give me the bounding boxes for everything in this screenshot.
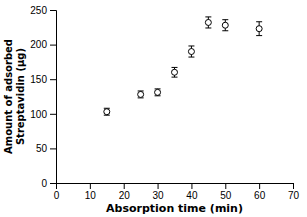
tick-mark	[293, 183, 294, 189]
error-bar-cap	[205, 27, 211, 28]
error-bar-cap	[222, 19, 228, 20]
y-axis-title-line: Streptavidin (µg)	[15, 48, 26, 145]
tick-label: 60	[254, 190, 266, 201]
axis-line	[57, 184, 294, 190]
tick-label: 150	[30, 74, 47, 85]
point	[222, 22, 228, 28]
tick-mark	[225, 183, 226, 189]
points	[104, 19, 262, 114]
error-bar-cap	[222, 30, 228, 31]
tick: 50	[36, 143, 56, 154]
tick-label: 50	[220, 190, 232, 201]
tick-mark	[158, 183, 159, 189]
tick: 0	[54, 183, 60, 201]
tick-mark	[50, 45, 56, 46]
tick-label: 0	[41, 178, 47, 189]
tick: 100	[30, 109, 56, 120]
tick-mark	[50, 10, 56, 11]
point	[155, 89, 161, 95]
error-bar-cap	[205, 16, 211, 17]
x-axis-title: Absorption time (min)	[106, 202, 243, 215]
error-bar	[256, 22, 262, 36]
tick: 50	[220, 183, 232, 201]
marks	[104, 17, 262, 115]
tick-label: 40	[186, 190, 198, 201]
tick-label: 200	[30, 39, 47, 50]
tick-label: 0	[54, 190, 60, 201]
error-bar	[104, 108, 110, 115]
y-axis: 0 50 100 150 200 250	[30, 5, 56, 189]
point	[205, 19, 211, 25]
error-bar-cap	[172, 77, 178, 78]
tick: 30	[153, 183, 165, 201]
error-bar-cap	[172, 67, 178, 68]
plot: 0 10 20 30 40 50 60 70 0 50 100 150 200 250	[30, 5, 299, 201]
error-bar-cap	[188, 45, 194, 46]
tick: 70	[288, 183, 300, 201]
tick-mark	[191, 183, 192, 189]
error-bar	[155, 89, 161, 96]
y-axis-title-line: Amount of adsorbed	[3, 39, 14, 154]
tick-mark	[50, 114, 56, 115]
point	[256, 26, 262, 32]
point	[104, 109, 110, 115]
tick: 40	[186, 183, 198, 201]
tick: 200	[30, 39, 56, 50]
tick-mark	[50, 148, 56, 149]
tick-label: 70	[288, 190, 300, 201]
error-bar	[138, 91, 144, 98]
chart: 0 10 20 30 40 50 60 70 0 50 100 150 200 250 Absorption…	[0, 0, 307, 217]
tick-mark	[124, 183, 125, 189]
error-bar	[172, 67, 178, 77]
tick-label: 10	[85, 190, 97, 201]
tick: 150	[30, 74, 56, 85]
error-bar	[222, 20, 228, 31]
tick-label: 100	[30, 109, 47, 120]
x-axis: 0 10 20 30 40 50 60 70	[54, 183, 300, 201]
error-bar-cap	[188, 57, 194, 58]
tick-mark	[90, 183, 91, 189]
tick-label: 20	[119, 190, 131, 201]
error-bar-cap	[256, 21, 262, 22]
y-axis-title: Amount of adsorbedStreptavidin (µg)	[3, 39, 26, 154]
point	[138, 91, 144, 97]
tick: 10	[85, 183, 97, 201]
tick-label: 30	[153, 190, 165, 201]
point	[188, 49, 194, 55]
point	[172, 69, 178, 75]
tick: 250	[30, 5, 56, 16]
tick-label: 250	[30, 5, 47, 16]
error-bars	[104, 17, 262, 115]
tick: 60	[254, 183, 266, 201]
tick-mark	[50, 79, 56, 80]
error-bar	[205, 17, 211, 28]
tick-mark	[259, 183, 260, 189]
axis-line	[50, 11, 57, 184]
error-bar	[188, 46, 194, 57]
tick-label: 50	[36, 143, 48, 154]
error-bar-cap	[256, 35, 262, 36]
tick: 20	[119, 183, 131, 201]
tick: 0	[41, 178, 56, 189]
tick-mark	[50, 183, 56, 184]
